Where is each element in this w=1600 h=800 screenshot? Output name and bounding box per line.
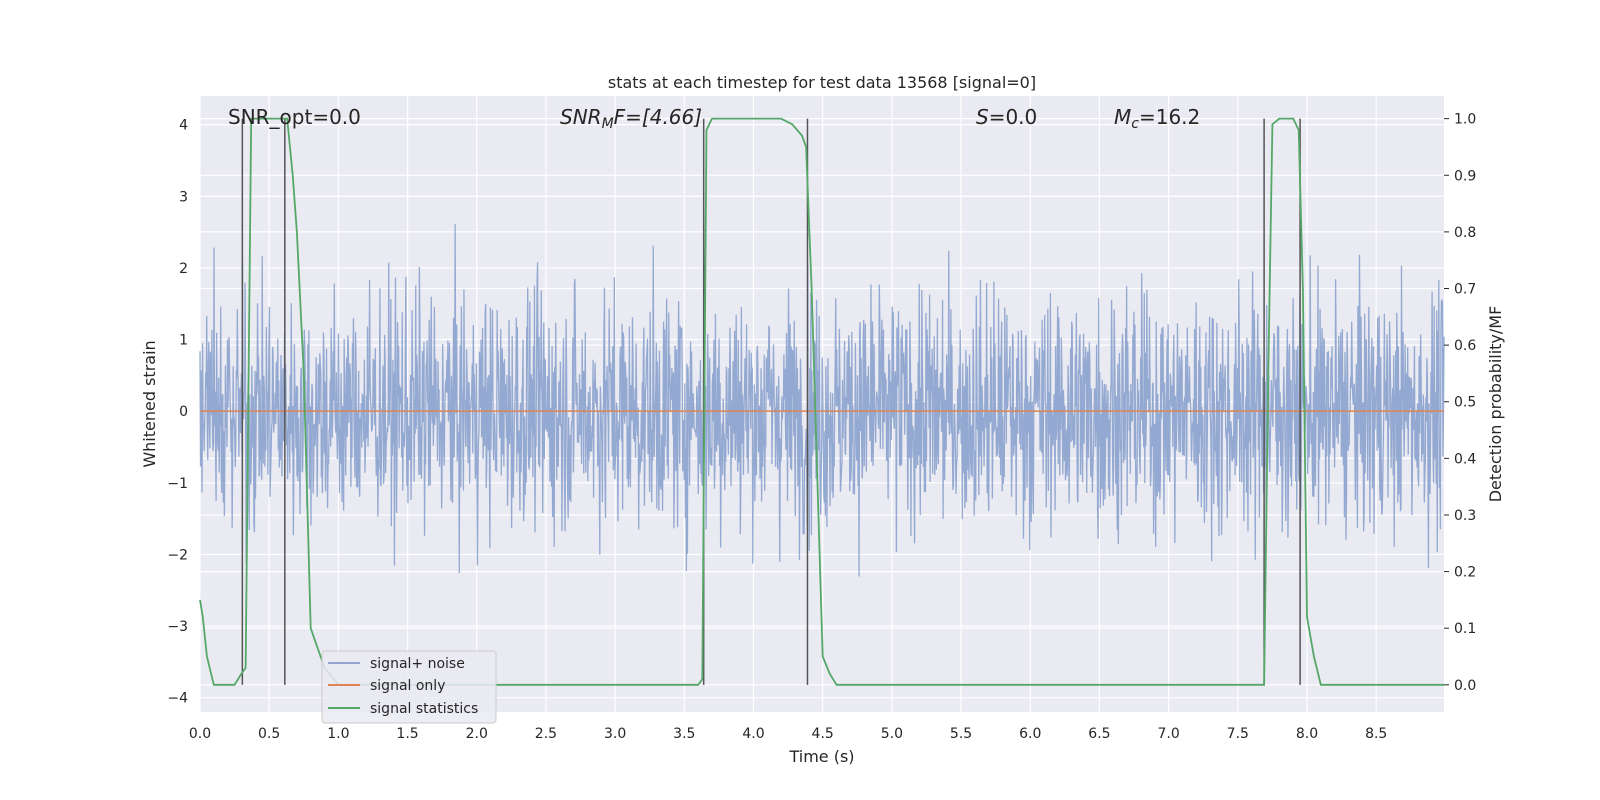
signal-statistics-line xyxy=(199,117,1444,686)
y-tick-label: 2 xyxy=(179,261,188,277)
annotation-mc: Mc=16.2 xyxy=(1114,105,1200,132)
snr-mf-sub: M xyxy=(602,116,614,132)
mc-main: M xyxy=(1114,105,1131,129)
x-tick-label: 7.0 xyxy=(1157,726,1179,742)
y2-tick-label: 0.3 xyxy=(1454,508,1476,524)
x-tick-label: 7.5 xyxy=(1227,726,1249,742)
y-tick-label: −1 xyxy=(167,476,188,492)
y-tick-label: −4 xyxy=(167,691,188,707)
x-tick-label: 6.5 xyxy=(1088,726,1110,742)
y-axis-label: Whitened strain xyxy=(140,340,159,467)
y2-tick-label: 0.1 xyxy=(1454,621,1476,637)
y-tick-label: −3 xyxy=(167,619,188,635)
legend-box xyxy=(321,650,497,724)
x-tick-label: 4.5 xyxy=(812,726,834,742)
y2-tick-label: 0.7 xyxy=(1454,282,1476,298)
noise-series xyxy=(199,223,1445,577)
y2-tick-label: 0.8 xyxy=(1454,225,1476,241)
chart-title: stats at each timestep for test data 135… xyxy=(608,73,1036,92)
y2-tick-label: 0.0 xyxy=(1454,678,1476,694)
s-rest: =0.0 xyxy=(989,105,1038,129)
y-tick-label: 3 xyxy=(179,189,188,205)
x-tick-label: 5.0 xyxy=(881,726,903,742)
x-tick-label: 8.0 xyxy=(1296,726,1318,742)
x-tick-label: 0.0 xyxy=(189,726,211,742)
x-tick-label: 4.0 xyxy=(742,726,764,742)
annotation-snr-opt: SNR_opt=0.0 xyxy=(228,105,361,129)
snr-mf-rest: F=[4.66] xyxy=(614,105,702,129)
y2-tick-label: 0.6 xyxy=(1454,338,1476,354)
legend-label-stats: signal statistics xyxy=(370,701,478,717)
x-tick-label: 5.5 xyxy=(950,726,972,742)
x-tick-label: 2.0 xyxy=(466,726,488,742)
y2-axis-label: Detection probability/MF xyxy=(1486,306,1505,503)
x-axis-label: Time (s) xyxy=(788,747,854,766)
mc-sub: c xyxy=(1131,116,1139,132)
y-tick-label: −2 xyxy=(167,547,188,563)
ticks: 0.0 0.5 1.0 1.5 2.0 2.5 3.0 3.5 4.0 4.5 5.0 5.5 6.0 6… xyxy=(167,112,1476,742)
x-tick-label: 0.5 xyxy=(258,726,280,742)
legend-label-noise: signal+ noise xyxy=(370,656,465,672)
annotation-snr-mf: SNRMF=[4.66] xyxy=(560,105,702,132)
annotation-s: S=0.0 xyxy=(976,105,1037,129)
x-tick-label: 3.5 xyxy=(673,726,695,742)
x-tick-label: 2.5 xyxy=(535,726,557,742)
lines xyxy=(199,117,1444,686)
y2-tick-label: 0.4 xyxy=(1454,451,1476,467)
mc-rest: =16.2 xyxy=(1139,105,1200,129)
x-tick-label: 8.5 xyxy=(1365,726,1387,742)
y2-tick-label: 0.2 xyxy=(1454,565,1476,581)
x-tick-label: 6.0 xyxy=(1019,726,1041,742)
x-tick-label: 1.5 xyxy=(396,726,418,742)
legend-label-signal: signal only xyxy=(370,678,445,694)
noise-line xyxy=(199,223,1445,577)
legend: signal+ noise signal only signal statist… xyxy=(321,650,497,724)
y2-tick-label: 1.0 xyxy=(1454,112,1476,128)
x-tick-label: 1.0 xyxy=(327,726,349,742)
y2-tick-label: 0.9 xyxy=(1454,168,1476,184)
s-main: S xyxy=(976,105,989,129)
y-tick-label: 4 xyxy=(179,118,188,134)
y-tick-label: 1 xyxy=(179,333,188,349)
y2-tick-label: 0.5 xyxy=(1454,395,1476,411)
snr-mf-main: SNR xyxy=(560,105,602,129)
y-tick-label: 0 xyxy=(179,404,188,420)
x-tick-label: 3.0 xyxy=(604,726,626,742)
